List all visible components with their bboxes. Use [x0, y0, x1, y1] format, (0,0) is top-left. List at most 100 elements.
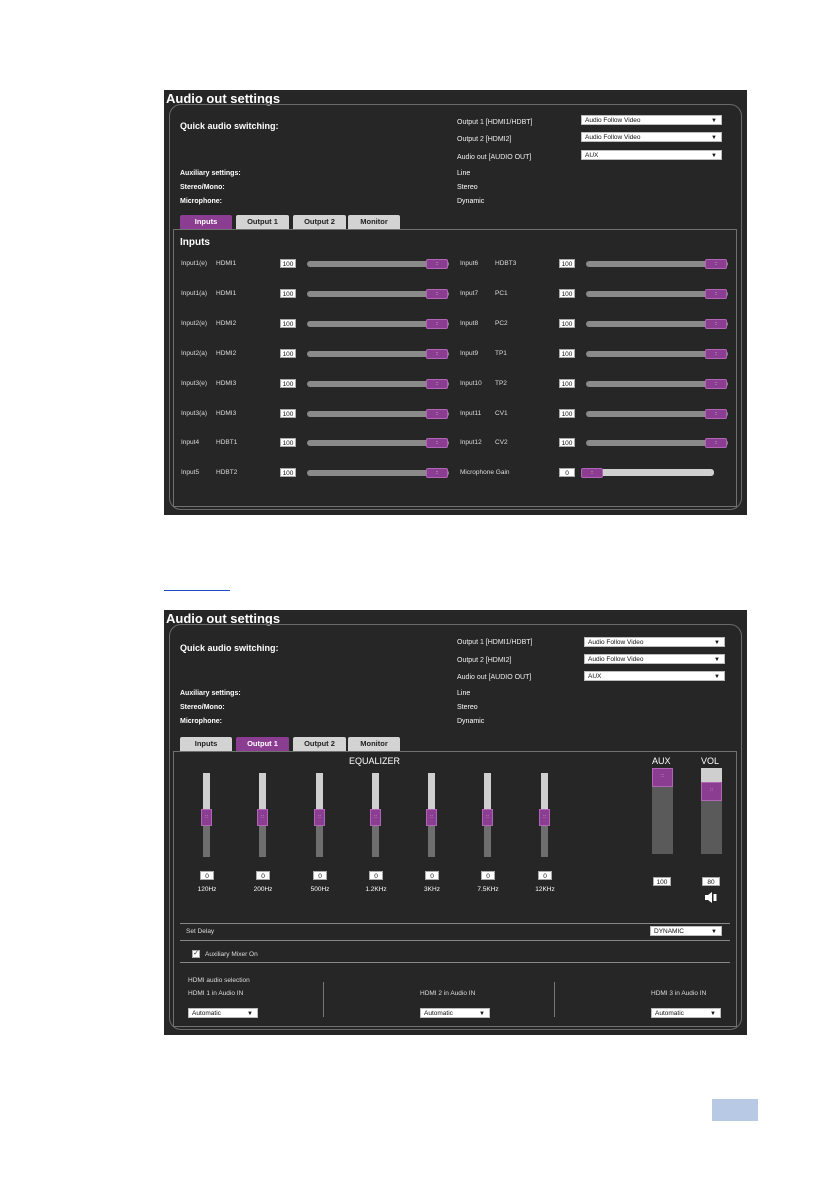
- level-slider-track[interactable]: [307, 381, 449, 387]
- aux-level-handle[interactable]: ::: [652, 768, 673, 787]
- eq-slider-handle[interactable]: ::: [314, 809, 325, 826]
- audio-out-select[interactable]: AUX ▼: [584, 671, 725, 681]
- aux-level-slider[interactable]: [652, 768, 673, 854]
- input-name-label: TP1: [495, 350, 507, 357]
- eq-slider-handle[interactable]: ::: [201, 809, 212, 826]
- hyperlink[interactable]: [164, 580, 230, 591]
- level-slider-track[interactable]: [586, 291, 728, 297]
- speaker-icon[interactable]: [704, 891, 718, 904]
- eq-slider-handle[interactable]: ::: [370, 809, 381, 826]
- level-slider-handle[interactable]: ::: [426, 319, 448, 329]
- level-input[interactable]: 100: [559, 289, 575, 298]
- level-slider-handle[interactable]: ::: [705, 289, 727, 299]
- eq-value-input[interactable]: 0: [538, 871, 552, 880]
- tab-monitor[interactable]: Monitor: [348, 737, 400, 751]
- level-slider-handle[interactable]: ::: [705, 379, 727, 389]
- level-slider-handle[interactable]: ::: [426, 289, 448, 299]
- tab-inputs[interactable]: Inputs: [180, 737, 232, 751]
- level-slider-track[interactable]: [307, 470, 449, 476]
- eq-slider-handle[interactable]: ::: [482, 809, 493, 826]
- input-name-label: HDMI2: [216, 350, 237, 357]
- hdmi3-audio-select[interactable]: Automatic ▼: [651, 1008, 721, 1018]
- level-input[interactable]: 100: [280, 349, 296, 358]
- level-slider-handle[interactable]: ::: [426, 379, 448, 389]
- level-slider-handle[interactable]: ::: [705, 409, 727, 419]
- aux-mixer-checkbox[interactable]: ✓: [192, 950, 200, 958]
- output1-select[interactable]: Audio Follow Video ▼: [581, 115, 722, 125]
- aux-level-input[interactable]: 100: [653, 877, 671, 886]
- tab-output-2[interactable]: Output 2: [293, 737, 346, 751]
- audio-out-select[interactable]: AUX ▼: [581, 150, 722, 160]
- microphone-gain-input[interactable]: 0: [559, 468, 575, 477]
- level-slider-track[interactable]: [586, 261, 728, 267]
- level-input[interactable]: 100: [280, 438, 296, 447]
- auxiliary-value: Line: [457, 170, 471, 177]
- input-port-label: Input7: [460, 290, 479, 297]
- divider: [180, 923, 730, 924]
- volume-handle[interactable]: ::: [701, 782, 722, 801]
- eq-slider-handle[interactable]: ::: [426, 809, 437, 826]
- level-input[interactable]: 100: [280, 289, 296, 298]
- volume-input[interactable]: 80: [702, 877, 720, 886]
- auxiliary-value: Line: [457, 690, 471, 697]
- level-input[interactable]: 100: [559, 349, 575, 358]
- input-port-label: Input9: [460, 350, 479, 357]
- level-slider-track[interactable]: [307, 291, 449, 297]
- eq-value-input[interactable]: 0: [200, 871, 214, 880]
- level-slider-handle[interactable]: ::: [426, 349, 448, 359]
- level-slider-track[interactable]: [307, 351, 449, 357]
- level-slider-handle[interactable]: ::: [705, 349, 727, 359]
- microphone-gain-handle[interactable]: ::: [581, 468, 603, 478]
- level-input[interactable]: 100: [280, 409, 296, 418]
- eq-value-input[interactable]: 0: [425, 871, 439, 880]
- level-slider-handle[interactable]: ::: [705, 319, 727, 329]
- delay-select[interactable]: DYNAMIC ▼: [650, 926, 722, 936]
- level-slider-track[interactable]: [307, 440, 449, 446]
- level-slider-handle[interactable]: ::: [426, 259, 448, 269]
- level-input[interactable]: 100: [559, 379, 575, 388]
- level-slider-track[interactable]: [307, 261, 449, 267]
- tab-monitor[interactable]: Monitor: [348, 215, 400, 229]
- level-slider-handle[interactable]: ::: [426, 468, 448, 478]
- hdmi1-audio-select[interactable]: Automatic ▼: [188, 1008, 258, 1018]
- level-input[interactable]: 100: [559, 409, 575, 418]
- eq-value-input[interactable]: 0: [313, 871, 327, 880]
- eq-slider-handle[interactable]: ::: [257, 809, 268, 826]
- output2-select[interactable]: Audio Follow Video ▼: [581, 132, 722, 142]
- level-slider-track[interactable]: [586, 381, 728, 387]
- tab-output-1[interactable]: Output 1: [236, 215, 289, 229]
- level-slider-handle[interactable]: ::: [426, 438, 448, 448]
- level-slider-handle[interactable]: ::: [426, 409, 448, 419]
- level-input[interactable]: 100: [559, 319, 575, 328]
- microphone-gain-track[interactable]: [581, 469, 714, 476]
- level-slider-track[interactable]: [586, 440, 728, 446]
- level-input[interactable]: 100: [280, 319, 296, 328]
- level-slider-track[interactable]: [586, 411, 728, 417]
- output1-select[interactable]: Audio Follow Video ▼: [584, 637, 725, 647]
- eq-value-input[interactable]: 0: [256, 871, 270, 880]
- hdmi2-audio-select[interactable]: Automatic ▼: [420, 1008, 490, 1018]
- level-slider-handle[interactable]: ::: [705, 438, 727, 448]
- level-input[interactable]: 100: [280, 468, 296, 477]
- eq-slider-upper: [259, 773, 266, 818]
- chevron-down-icon: ▼: [714, 674, 720, 680]
- eq-slider-upper: [372, 773, 379, 818]
- level-slider-track[interactable]: [586, 321, 728, 327]
- level-slider-track[interactable]: [586, 351, 728, 357]
- output2-select[interactable]: Audio Follow Video ▼: [584, 654, 725, 664]
- eq-frequency-label: 200Hz: [253, 886, 273, 893]
- level-slider-handle[interactable]: ::: [705, 259, 727, 269]
- level-slider-track[interactable]: [307, 321, 449, 327]
- chevron-down-icon: ▼: [710, 1011, 716, 1017]
- level-input[interactable]: 100: [280, 379, 296, 388]
- tab-inputs[interactable]: Inputs: [180, 215, 232, 229]
- level-input[interactable]: 100: [559, 438, 575, 447]
- eq-slider-handle[interactable]: ::: [539, 809, 550, 826]
- level-input[interactable]: 100: [280, 259, 296, 268]
- tab-output-2[interactable]: Output 2: [293, 215, 346, 229]
- tab-output-1[interactable]: Output 1: [236, 737, 289, 751]
- eq-value-input[interactable]: 0: [481, 871, 495, 880]
- level-input[interactable]: 100: [559, 259, 575, 268]
- level-slider-track[interactable]: [307, 411, 449, 417]
- eq-value-input[interactable]: 0: [369, 871, 383, 880]
